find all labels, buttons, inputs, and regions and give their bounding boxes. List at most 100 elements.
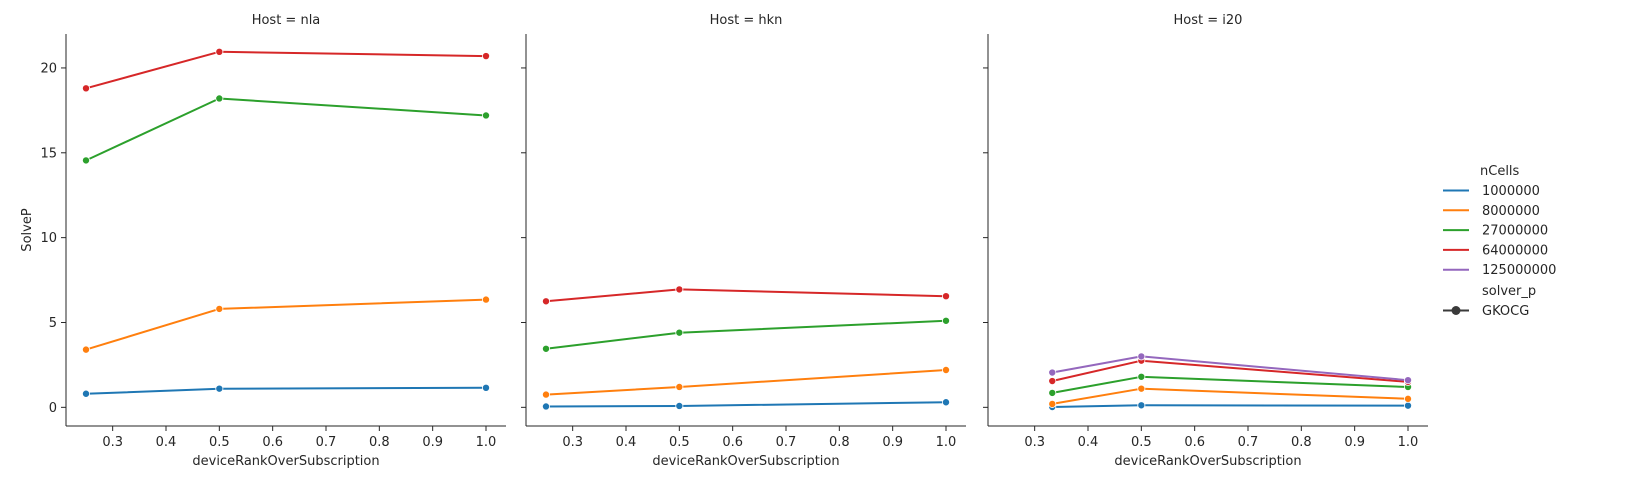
panel-2: Host = i20 0.3 0.4 0.5 0.6 0.7 0.8 0.9 1.0 device…	[983, 13, 1428, 469]
series-line-64000000	[85, 50, 487, 90]
data-point	[542, 402, 551, 411]
panel-title: Host = hkn	[710, 13, 783, 28]
legend-entry: 64000000	[1482, 243, 1548, 258]
x-tick-label: 1.0	[936, 435, 957, 450]
data-point	[215, 304, 224, 313]
x-tick-label: 1.0	[476, 435, 497, 450]
x-tick-label: 0.4	[156, 435, 177, 450]
data-point	[542, 297, 551, 306]
data-point	[675, 382, 684, 391]
series-line-8000000	[85, 298, 487, 351]
data-point	[215, 384, 224, 393]
data-point	[942, 365, 951, 374]
series-27000000	[82, 94, 490, 165]
series-64000000	[1048, 356, 1413, 386]
x-axis-label: deviceRankOverSubscription	[192, 454, 379, 469]
x-tick-label: 1.0	[1398, 435, 1419, 450]
series-1000000	[542, 398, 951, 411]
data-point	[1048, 399, 1057, 408]
legend-style-entry: GKOCG	[1482, 304, 1529, 319]
y-tick-label: 10	[40, 231, 57, 246]
series-1000000	[1048, 401, 1413, 411]
series-125000000	[1048, 352, 1413, 385]
x-tick-label: 0.6	[1184, 435, 1205, 450]
series-1000000	[82, 383, 490, 398]
data-point	[1404, 376, 1413, 385]
x-tick-label: 0.3	[102, 435, 123, 450]
x-tick-label: 0.6	[722, 435, 743, 450]
x-axis-label: deviceRankOverSubscription	[1114, 454, 1301, 469]
data-point	[481, 52, 490, 61]
y-tick-label: 20	[40, 61, 57, 76]
data-point	[675, 285, 684, 294]
series-8000000	[82, 295, 490, 354]
data-point	[675, 401, 684, 410]
series-line-27000000	[1051, 375, 1409, 394]
series-line-8000000	[1051, 387, 1409, 405]
data-point	[82, 345, 91, 354]
y-tick-label: 0	[49, 401, 57, 416]
data-point	[481, 295, 490, 304]
series-8000000	[1048, 384, 1413, 408]
series-line-27000000	[85, 97, 487, 162]
data-point	[215, 47, 224, 56]
x-tick-label: 0.3	[562, 435, 583, 450]
x-tick-label: 0.7	[1238, 435, 1259, 450]
legend-entry: 8000000	[1482, 204, 1540, 219]
x-tick-label: 0.4	[616, 435, 637, 450]
panel-0: Host = nla 0 5 10 15 20 0.3 0.4 0.5 0.6 0.7 0.8 0.9 1…	[40, 13, 506, 469]
data-point	[1137, 352, 1146, 361]
data-point	[542, 390, 551, 399]
panel-title: Host = i20	[1174, 13, 1243, 28]
x-tick-label: 0.8	[829, 435, 850, 450]
panel-title: Host = nla	[252, 13, 321, 28]
y-tick-label: 15	[40, 146, 57, 161]
x-tick-label: 0.9	[882, 435, 903, 450]
x-tick-label: 0.7	[776, 435, 797, 450]
data-point	[1048, 388, 1057, 397]
data-point	[1137, 384, 1146, 393]
x-axis-label: deviceRankOverSubscription	[652, 454, 839, 469]
data-point	[82, 389, 91, 398]
series-line-27000000	[545, 319, 947, 350]
series-line-1000000	[545, 401, 947, 408]
data-point	[215, 94, 224, 103]
x-tick-label: 0.8	[369, 435, 390, 450]
series-line-64000000	[545, 288, 947, 303]
series-line-8000000	[545, 369, 947, 396]
series-line-1000000	[1051, 404, 1409, 408]
data-point	[1404, 394, 1413, 403]
x-tick-label: 0.7	[316, 435, 337, 450]
y-axis-label: SolveP	[20, 208, 35, 252]
legend: nCells 1000000 8000000 27000000 64000000 1250…	[1443, 164, 1556, 319]
legend-entry: 1000000	[1482, 184, 1540, 199]
data-point	[942, 292, 951, 301]
legend-hue-title: nCells	[1480, 164, 1520, 179]
data-point	[542, 344, 551, 353]
data-point	[675, 328, 684, 337]
x-tick-label: 0.5	[209, 435, 230, 450]
legend-style-swatch-marker	[1451, 306, 1461, 315]
panel-1: Host = hkn 0.3 0.4 0.5 0.6 0.7 0.8 0.9 1.0 device…	[521, 13, 966, 469]
x-tick-label: 0.9	[1344, 435, 1365, 450]
x-tick-label: 0.6	[262, 435, 283, 450]
series-line-1000000	[85, 386, 487, 395]
legend-style-title: solver_p	[1482, 284, 1536, 299]
data-point	[1404, 401, 1413, 410]
data-point	[942, 316, 951, 325]
series-8000000	[542, 365, 951, 399]
series-27000000	[542, 316, 951, 353]
data-point	[1137, 401, 1146, 410]
series-64000000	[542, 285, 951, 306]
data-point	[1137, 372, 1146, 381]
data-point	[82, 84, 91, 93]
data-point	[481, 383, 490, 392]
series-64000000	[82, 47, 490, 93]
x-tick-label: 0.9	[422, 435, 443, 450]
data-point	[942, 398, 951, 407]
x-tick-label: 0.5	[669, 435, 690, 450]
y-tick-label: 5	[49, 316, 57, 331]
data-point	[82, 156, 91, 165]
chart-panels: Host = nla 0 5 10 15 20 0.3 0.4 0.5 0.6 0.7 0.8 0.9 1…	[20, 13, 1428, 469]
